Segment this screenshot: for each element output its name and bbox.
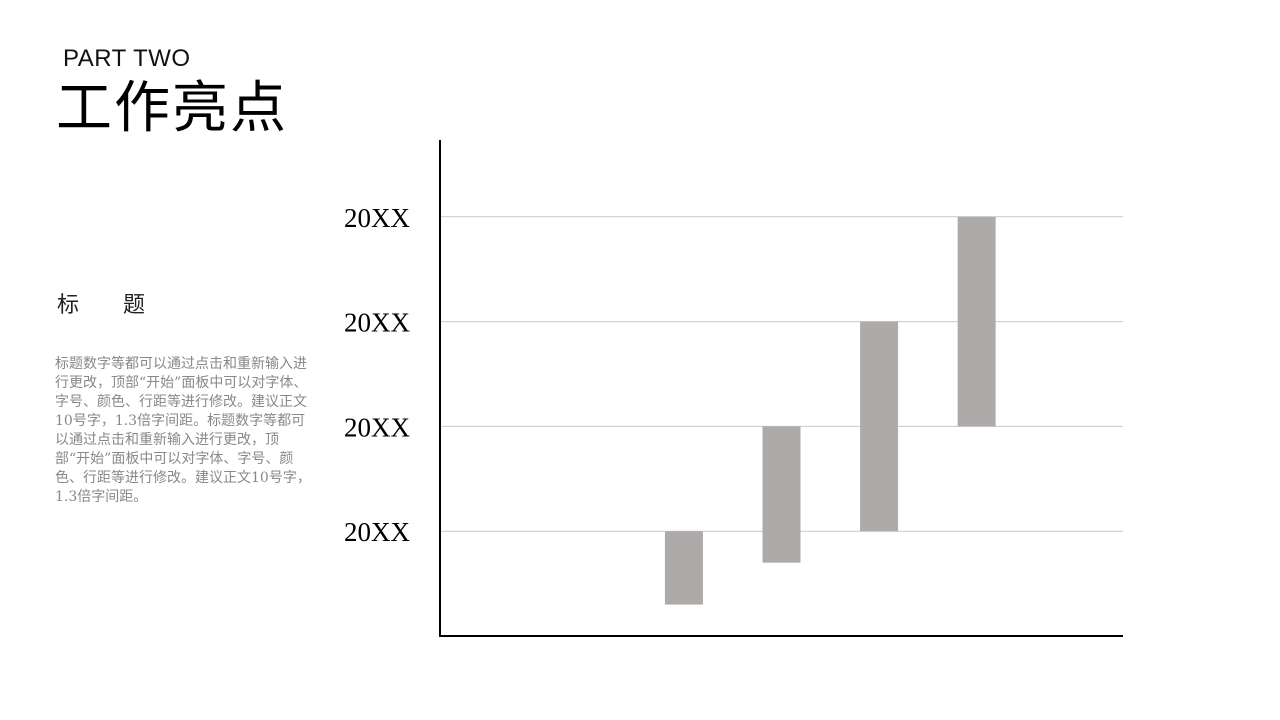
y-tick-label: 20XX: [344, 517, 410, 547]
bar: [860, 321, 899, 532]
y-tick-labels: 20XX 20XX 20XX 20XX: [344, 203, 410, 547]
bars: [664, 216, 996, 605]
section-body-text: 标题数字等都可以通过点击和重新输入进行更改，顶部“开始”面板中可以对字体、字号、…: [55, 356, 311, 505]
bar: [762, 426, 801, 563]
page-title: 工作亮点: [56, 76, 288, 141]
part-label: PART TWO: [63, 45, 191, 72]
y-tick-label: 20XX: [344, 203, 410, 233]
y-tick-label: 20XX: [344, 308, 410, 338]
axes: [439, 140, 1123, 637]
bar: [957, 216, 996, 427]
y-tick-label: 20XX: [344, 412, 410, 442]
floating-bar-chart: 20XX 20XX 20XX 20XX: [344, 140, 1123, 637]
bar: [664, 531, 703, 605]
section-heading: 标 题: [57, 293, 146, 318]
